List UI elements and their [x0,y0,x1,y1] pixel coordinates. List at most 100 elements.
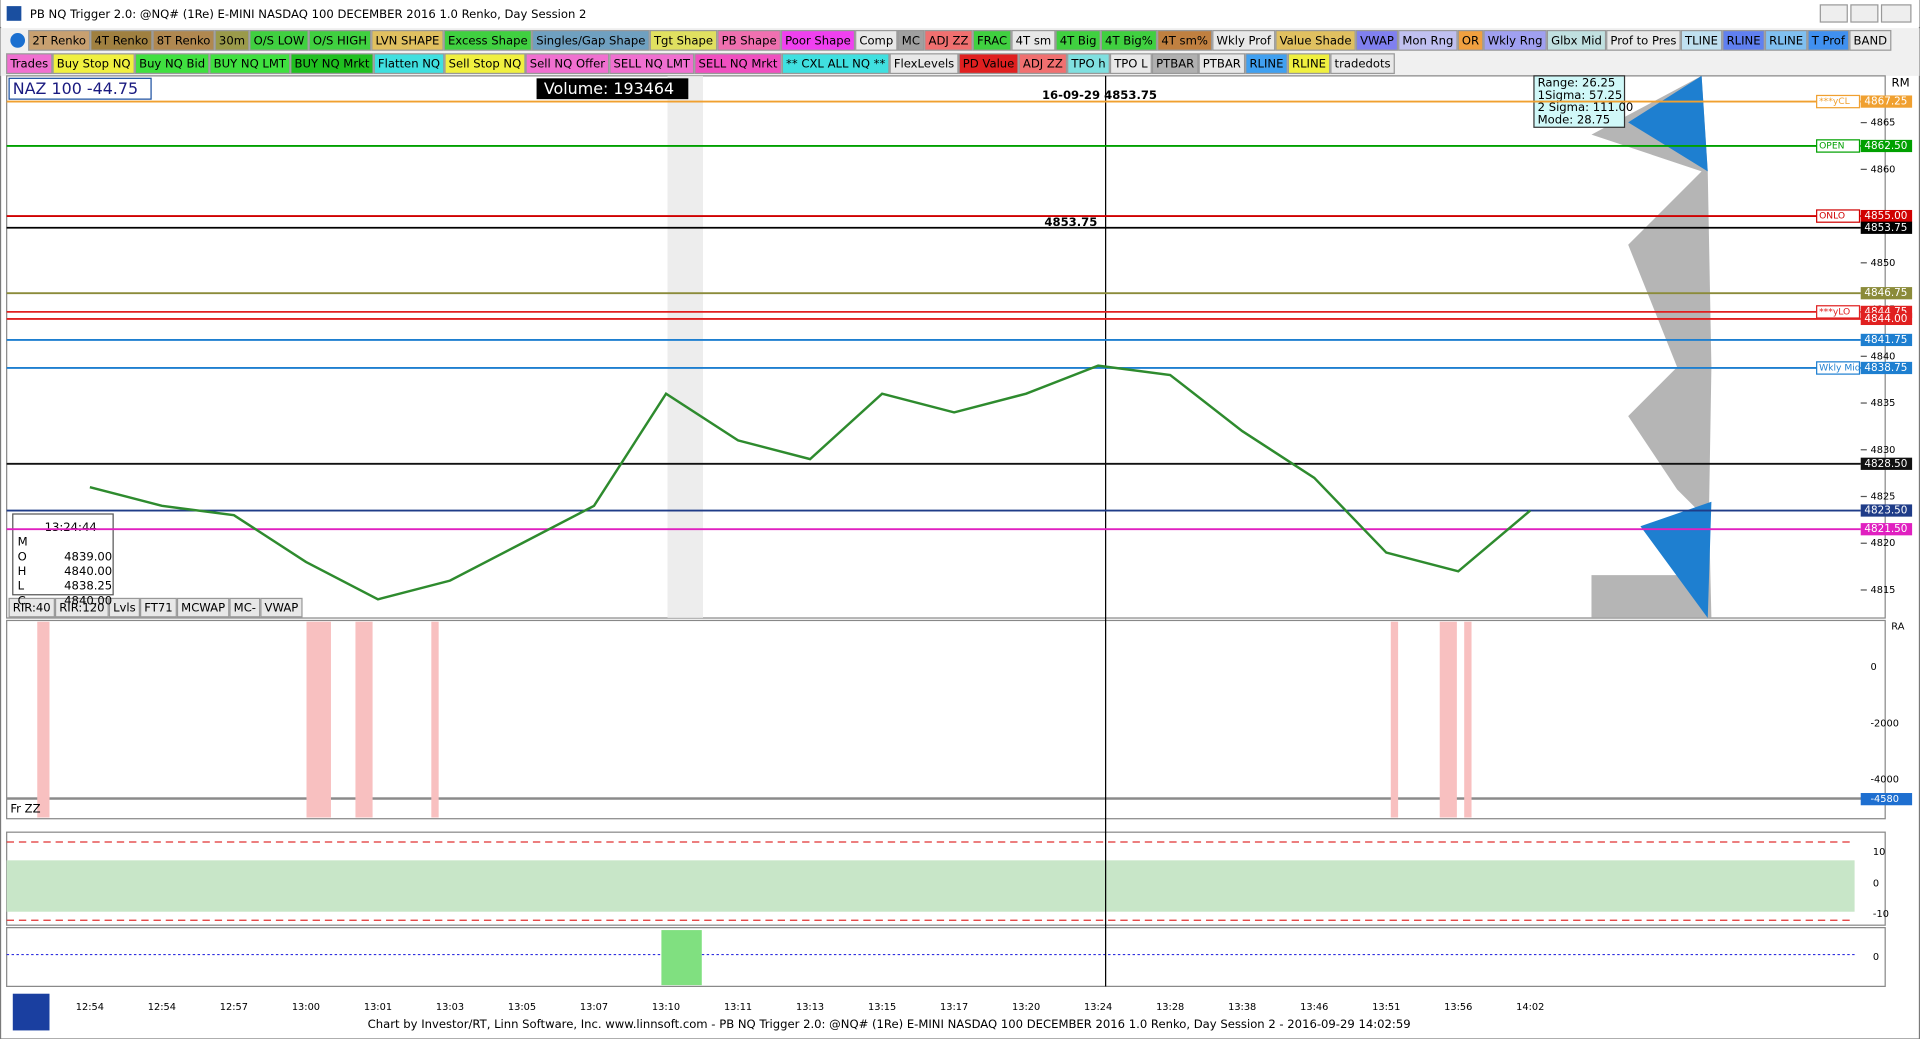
toolbar-button-label[interactable]: 4T Big [1060,33,1097,47]
study-button[interactable] [260,597,303,618]
toolbar-button-label[interactable]: ADJ ZZ [928,33,968,47]
study-button-label[interactable]: VWAP [265,601,299,615]
toolbar-button[interactable] [649,29,718,51]
toolbar-button-label[interactable]: Singles/Gap Shape [536,33,645,47]
toolbar-button[interactable] [371,29,444,51]
close-button[interactable] [1880,4,1912,23]
toolbar-button-label[interactable]: Sell NQ Offer [530,57,605,71]
study-button-label[interactable]: MC- [234,601,256,615]
toolbar-button[interactable] [134,53,210,75]
toolbar-button[interactable] [1722,29,1765,51]
toolbar-button[interactable] [290,53,374,75]
toolbar-button-label[interactable]: Excess Shape [448,33,528,47]
maximize-button[interactable] [1850,4,1879,23]
clock-icon[interactable] [10,33,26,48]
toolbar-button-label[interactable]: OR [1462,33,1479,47]
toolbar-button[interactable] [1807,29,1850,51]
toolbar-button-label[interactable]: Glbx Mid [1551,33,1602,47]
toolbar-button[interactable] [1764,29,1808,51]
toolbar-button[interactable] [1330,53,1395,75]
toolbar-button-label[interactable]: O/S LOW [254,33,305,47]
study-button-label[interactable]: MCWAP [181,601,225,615]
toolbar-button[interactable] [781,53,890,75]
toolbar-button-label[interactable]: RLINE [1292,57,1326,71]
toolbar-button-label[interactable]: Comp [859,33,893,47]
toolbar-button[interactable] [1212,29,1276,51]
toolbar-button-label[interactable]: Wkly Prof [1217,33,1272,47]
toolbar-button[interactable] [855,29,898,51]
toolbar-button[interactable] [924,29,973,51]
toolbar-button[interactable] [1849,29,1892,51]
toolbar-button[interactable] [1100,29,1158,51]
toolbar-button-label[interactable]: PTBAR [1156,57,1194,71]
toolbar-button-label[interactable]: Sell Stop NQ [449,57,522,71]
minimize-button[interactable] [1819,4,1848,23]
toolbar-button[interactable] [1109,53,1152,75]
toolbar-button[interactable] [1680,29,1723,51]
toolbar-button[interactable] [889,53,959,75]
toolbar-button[interactable] [1067,53,1110,75]
toolbar-button-label[interactable]: 4T Renko [95,33,149,47]
toolbar-button[interactable] [897,29,925,51]
study-button[interactable] [176,597,230,618]
toolbar-button[interactable] [972,29,1012,51]
toolbar-button[interactable] [531,29,650,51]
toolbar-button-label[interactable]: tradedots [1335,57,1391,71]
toolbar-button-label[interactable]: PD Value [963,57,1015,71]
toolbar-button[interactable] [1011,29,1056,51]
study-button[interactable] [8,597,55,618]
toolbar-button[interactable] [373,53,445,75]
toolbar-button-label[interactable]: BUY NQ Mrkt [295,57,370,71]
study-button[interactable] [229,597,261,618]
toolbar-button[interactable] [444,53,526,75]
toolbar-button-label[interactable]: O/S HIGH [313,33,367,47]
toolbar-button-label[interactable]: MC [902,33,920,47]
toolbar-button-label[interactable]: Prof to Pres [1610,33,1676,47]
toolbar-button-label[interactable]: RLINE [1727,33,1761,47]
study-button-label[interactable]: RIR:40 [13,601,51,615]
toolbar-button[interactable] [1151,53,1199,75]
toolbar-button-label[interactable]: 2T Renko [32,33,86,47]
toolbar-button[interactable] [209,53,291,75]
toolbar-button[interactable] [1355,29,1399,51]
toolbar-button-label[interactable]: Value Shade [1280,33,1352,47]
toolbar-button-label[interactable]: VWAP [1360,33,1394,47]
toolbar-button-label[interactable]: TPO L [1113,57,1148,71]
toolbar-button-label[interactable]: FlexLevels [894,57,954,71]
toolbar-button[interactable] [1198,53,1246,75]
toolbar-button[interactable] [1457,29,1484,51]
toolbar-button[interactable] [214,29,250,51]
toolbar-button-label[interactable]: ** CXL ALL NQ ** [786,57,885,71]
toolbar-button-label[interactable]: RLINE [1769,33,1803,47]
toolbar-button[interactable] [1606,29,1681,51]
toolbar-button-label[interactable]: T Prof [1811,33,1846,47]
toolbar-button-label[interactable]: SELL NQ LMT [614,57,691,71]
toolbar-button-label[interactable]: SELL NQ Mrkt [699,57,778,71]
toolbar-button[interactable] [1546,29,1607,51]
toolbar-button[interactable] [694,53,782,75]
toolbar-button-label[interactable]: RLINE [1249,57,1283,71]
toolbar-button-label[interactable]: Tgt Shape [653,33,713,47]
toolbar-button-label[interactable]: Poor Shape [785,33,851,47]
toolbar-button[interactable] [1483,29,1547,51]
toolbar-button[interactable] [609,53,695,75]
toolbar-button[interactable] [152,29,215,51]
toolbar-button-label[interactable]: TLINE [1684,33,1718,47]
toolbar-button-label[interactable]: FRAC [977,33,1007,47]
study-button-label[interactable]: RIR:120 [59,601,104,615]
toolbar-button[interactable] [717,29,781,51]
toolbar-button[interactable] [1055,29,1101,51]
toolbar-button[interactable] [958,53,1019,75]
toolbar-button[interactable] [1245,53,1288,75]
study-button[interactable] [108,597,140,618]
toolbar-button-label[interactable]: Wkly Rng [1488,33,1543,47]
toolbar-button-label[interactable]: PTBAR [1203,57,1241,71]
toolbar-button[interactable] [1018,53,1068,75]
toolbar-button-label[interactable]: PB Shape [722,33,777,47]
toolbar-button[interactable] [249,29,309,51]
toolbar-button-label[interactable]: Mon Rng [1402,33,1453,47]
toolbar-button[interactable] [90,29,153,51]
toolbar-button-label[interactable]: 30m [219,33,245,47]
toolbar-button[interactable] [308,29,372,51]
toolbar-button-label[interactable]: 4T sm [1016,33,1052,47]
